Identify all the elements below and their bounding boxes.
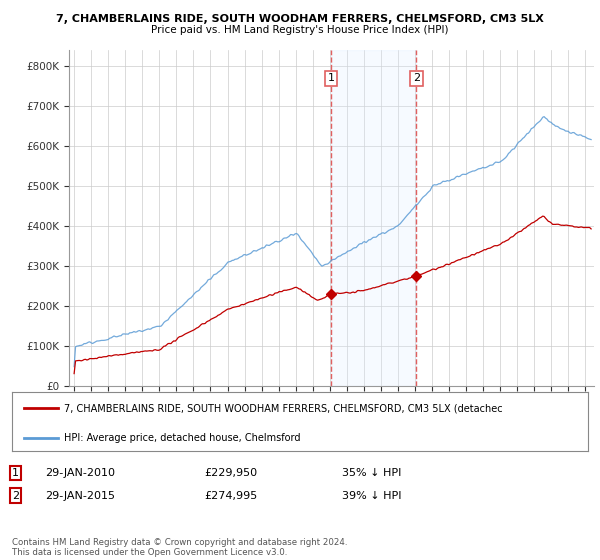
- Text: 7, CHAMBERLAINS RIDE, SOUTH WOODHAM FERRERS, CHELMSFORD, CM3 5LX: 7, CHAMBERLAINS RIDE, SOUTH WOODHAM FERR…: [56, 14, 544, 24]
- Bar: [331, 50, 416, 386]
- Text: £274,995: £274,995: [204, 491, 257, 501]
- Text: 2: 2: [12, 491, 19, 501]
- Text: 1: 1: [328, 73, 335, 83]
- Text: Contains HM Land Registry data © Crown copyright and database right 2024.
This d: Contains HM Land Registry data © Crown c…: [12, 538, 347, 557]
- Text: £229,950: £229,950: [204, 468, 257, 478]
- Text: Price paid vs. HM Land Registry's House Price Index (HPI): Price paid vs. HM Land Registry's House …: [151, 25, 449, 35]
- Text: 1: 1: [12, 468, 19, 478]
- Text: 35% ↓ HPI: 35% ↓ HPI: [342, 468, 401, 478]
- Text: 2: 2: [413, 73, 420, 83]
- Text: HPI: Average price, detached house, Chelmsford: HPI: Average price, detached house, Chel…: [64, 433, 301, 443]
- Text: 39% ↓ HPI: 39% ↓ HPI: [342, 491, 401, 501]
- Text: 29-JAN-2010: 29-JAN-2010: [45, 468, 115, 478]
- Text: 7, CHAMBERLAINS RIDE, SOUTH WOODHAM FERRERS, CHELMSFORD, CM3 5LX (detachec: 7, CHAMBERLAINS RIDE, SOUTH WOODHAM FERR…: [64, 403, 502, 413]
- Text: 29-JAN-2015: 29-JAN-2015: [45, 491, 115, 501]
